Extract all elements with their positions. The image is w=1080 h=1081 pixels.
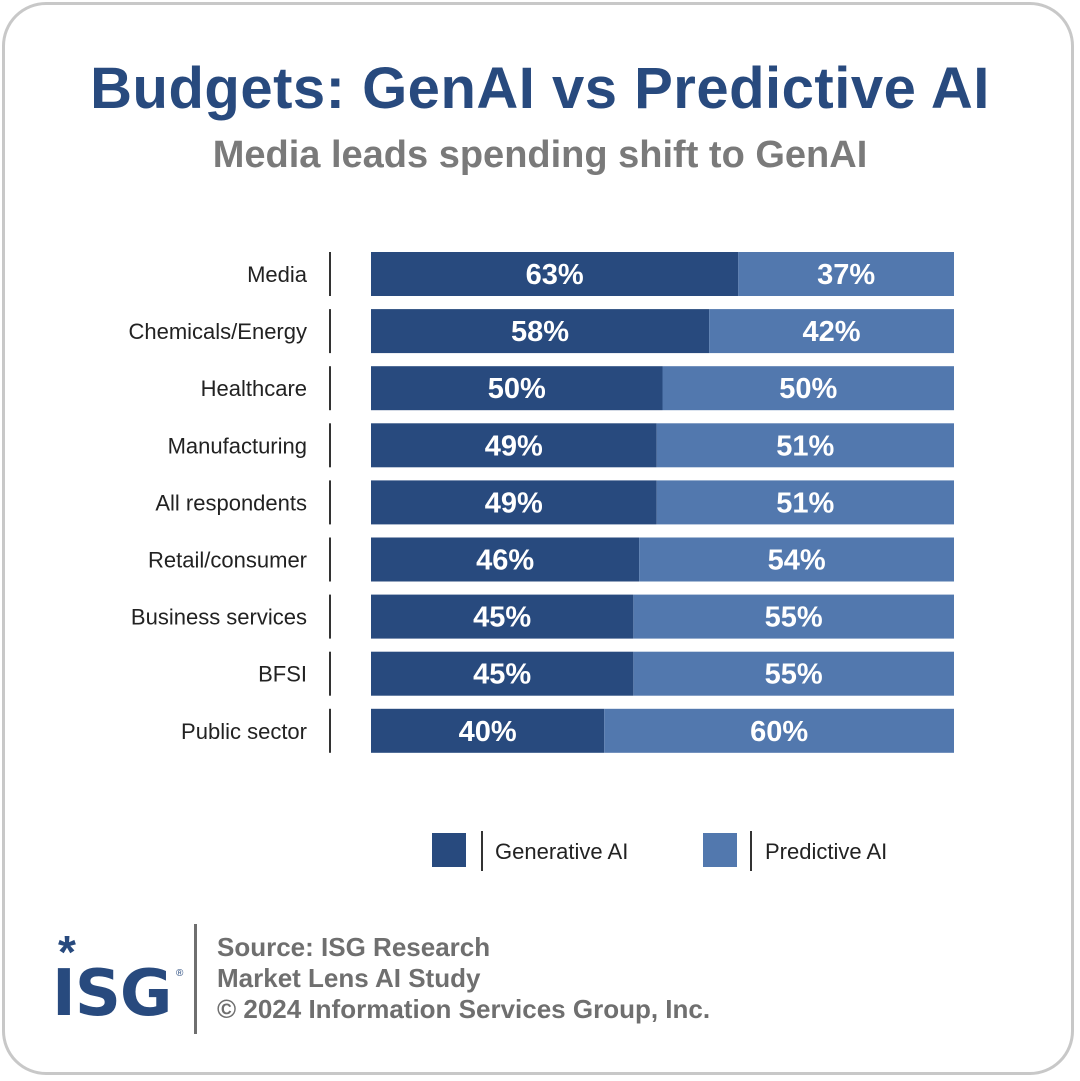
bar-segment-predictive-public-sector <box>604 708 954 753</box>
value-label-generative-media: 63% <box>526 259 584 291</box>
value-label-generative-healthcare: 50% <box>488 373 546 405</box>
bar-segment-generative-manufacturing <box>371 423 657 468</box>
category-label-manufacturing: Manufacturing <box>168 433 307 458</box>
isg-logo: * ISG ® <box>52 926 184 1031</box>
value-label-predictive-business-services: 55% <box>765 602 823 634</box>
bar-segment-predictive-all-respondents <box>656 480 954 525</box>
legend-swatch-predictive <box>703 833 737 867</box>
asterisk-icon: * <box>58 926 76 978</box>
value-label-predictive-all-respondents: 51% <box>776 487 834 519</box>
value-label-generative-business-services: 45% <box>473 602 531 634</box>
value-label-generative-bfsi: 45% <box>473 659 531 691</box>
value-label-generative-public-sector: 40% <box>459 716 517 748</box>
legend-swatch-generative <box>432 833 466 867</box>
legend-divider <box>481 831 483 871</box>
legend-divider <box>750 831 752 871</box>
category-label-media: Media <box>247 262 308 287</box>
category-label-chemicals-energy: Chemicals/Energy <box>128 319 307 344</box>
bar-segment-predictive-bfsi <box>633 651 954 696</box>
footer-divider <box>194 924 197 1034</box>
bar-segment-predictive-media <box>738 252 954 296</box>
bar-segment-generative-public-sector <box>371 708 605 753</box>
category-label-business-services: Business services <box>131 605 307 630</box>
source-line-3: © 2024 Information Services Group, Inc. <box>217 994 711 1024</box>
bar-segment-predictive-healthcare <box>662 366 954 411</box>
stacked-bar-chart: Media 63% 37% Chemicals/Energy 58% 42% Healthc… <box>128 252 954 753</box>
value-label-predictive-manufacturing: 51% <box>776 430 834 462</box>
category-label-healthcare: Healthcare <box>201 376 307 401</box>
source-block: Source: ISG Research Market Lens AI Stud… <box>217 932 710 1025</box>
chart-title: Budgets: GenAI vs Predictive AI <box>90 56 990 121</box>
category-label-all-respondents: All respondents <box>155 490 307 515</box>
legend-label-generative: Generative AI <box>495 839 629 864</box>
legend-label-predictive: Predictive AI <box>765 839 888 864</box>
bar-segment-generative-healthcare <box>371 366 663 411</box>
chart-subtitle: Media leads spending shift to GenAI <box>212 134 868 176</box>
category-label-bfsi: BFSI <box>258 662 307 687</box>
bar-segment-predictive-retail-consumer <box>639 537 954 582</box>
value-label-predictive-healthcare: 50% <box>779 373 837 405</box>
bar-segment-generative-retail-consumer <box>371 537 640 582</box>
bar-segment-generative-media <box>371 252 739 296</box>
registered-mark: ® <box>176 968 184 979</box>
bar-segment-generative-chemicals-energy <box>371 309 710 354</box>
logo-text: ISG <box>52 957 172 1031</box>
value-label-predictive-public-sector: 60% <box>750 716 808 748</box>
bar-segment-predictive-chemicals-energy <box>709 309 954 354</box>
value-label-predictive-chemicals-energy: 42% <box>803 316 861 348</box>
bar-segment-generative-bfsi <box>371 651 634 696</box>
value-label-generative-manufacturing: 49% <box>485 430 543 462</box>
value-label-generative-chemicals-energy: 58% <box>511 316 569 348</box>
source-line-1: Source: ISG Research <box>217 932 491 962</box>
value-label-predictive-bfsi: 55% <box>765 659 823 691</box>
bar-segment-predictive-manufacturing <box>656 423 954 468</box>
category-label-retail-consumer: Retail/consumer <box>148 548 307 573</box>
value-label-predictive-media: 37% <box>817 259 875 291</box>
category-label-public-sector: Public sector <box>181 719 307 744</box>
source-line-2: Market Lens AI Study <box>217 963 481 993</box>
value-label-generative-retail-consumer: 46% <box>476 545 534 577</box>
bar-segment-predictive-business-services <box>633 594 954 639</box>
value-label-generative-all-respondents: 49% <box>485 487 543 519</box>
value-label-predictive-retail-consumer: 54% <box>768 545 826 577</box>
bar-segment-generative-business-services <box>371 594 634 639</box>
bar-segment-generative-all-respondents <box>371 480 657 525</box>
